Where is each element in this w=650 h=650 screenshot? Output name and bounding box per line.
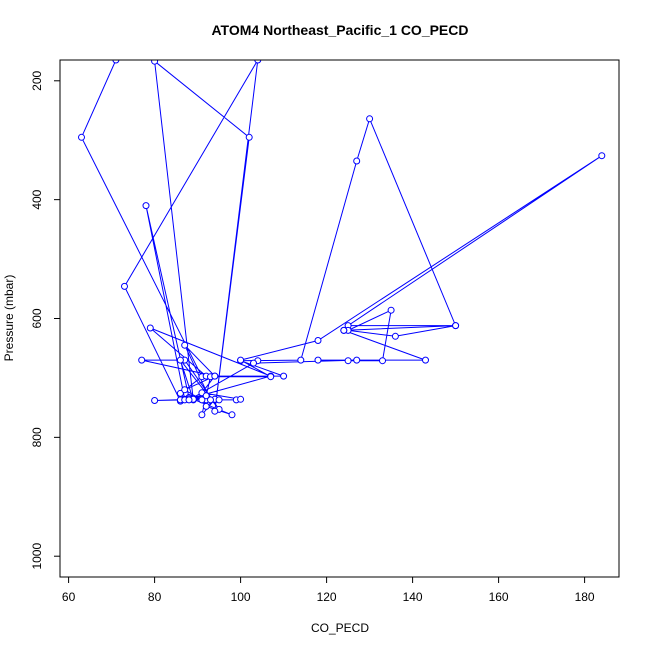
data-point [391, 332, 399, 340]
data-point [202, 392, 210, 400]
data-point [202, 402, 210, 410]
data-point [344, 357, 352, 365]
data-point [151, 60, 159, 65]
y-tick-label: 400 [30, 189, 44, 209]
data-point [267, 373, 275, 381]
data-point [112, 60, 120, 64]
data-point [314, 337, 322, 344]
y-tick-label: 200 [30, 70, 44, 90]
y-tick-label: 600 [30, 308, 44, 328]
data-point [198, 411, 206, 419]
data-point [181, 341, 189, 349]
data-point [151, 397, 159, 404]
x-axis: 60 80 100 120 140 160 180 [62, 577, 595, 604]
series-line [80, 60, 603, 416]
data-point [422, 356, 429, 364]
y-axis: 200 400 600 800 1000 [30, 70, 60, 570]
data-point [237, 395, 245, 403]
chart-title: ATOM4 Northeast_Pacific_1 CO_PECD [211, 22, 468, 38]
data-point [142, 202, 150, 210]
data-point [237, 356, 245, 364]
x-tick-label: 100 [231, 590, 251, 604]
x-tick-label: 140 [403, 590, 423, 604]
data-point [198, 396, 206, 404]
data-point [78, 133, 85, 141]
data-point [254, 60, 262, 64]
data-point [146, 324, 154, 332]
data-point [297, 356, 305, 364]
x-tick-label: 160 [489, 590, 509, 604]
data-point [228, 411, 236, 419]
data-point [598, 152, 606, 160]
data-point [215, 396, 223, 404]
data-point [314, 356, 322, 364]
plot-frame [59, 59, 620, 578]
y-tick-label: 800 [30, 427, 44, 447]
x-tick-label: 80 [148, 590, 162, 604]
data-point [353, 157, 361, 165]
data-point [138, 356, 146, 364]
data-point [452, 322, 460, 330]
data-point [387, 306, 395, 314]
data-point [366, 115, 374, 123]
data-point [211, 407, 219, 415]
x-tick-label: 180 [575, 590, 595, 604]
data-point [211, 372, 219, 380]
data-point [250, 359, 257, 367]
plot-area [78, 60, 606, 419]
data-point [280, 372, 288, 380]
data-point [185, 396, 193, 404]
x-tick-label: 60 [62, 590, 76, 604]
data-point [379, 357, 386, 365]
data-point [181, 386, 189, 394]
data-point [353, 356, 361, 364]
x-axis-label: CO_PECD [311, 621, 369, 635]
data-point [245, 133, 253, 141]
data-point [176, 356, 184, 364]
y-axis-label: Pressure (mbar) [2, 275, 16, 362]
y-tick-label: 1000 [30, 543, 44, 570]
data-point [207, 396, 214, 404]
data-point [340, 326, 348, 334]
data-point [121, 282, 128, 290]
x-tick-label: 120 [317, 590, 337, 604]
